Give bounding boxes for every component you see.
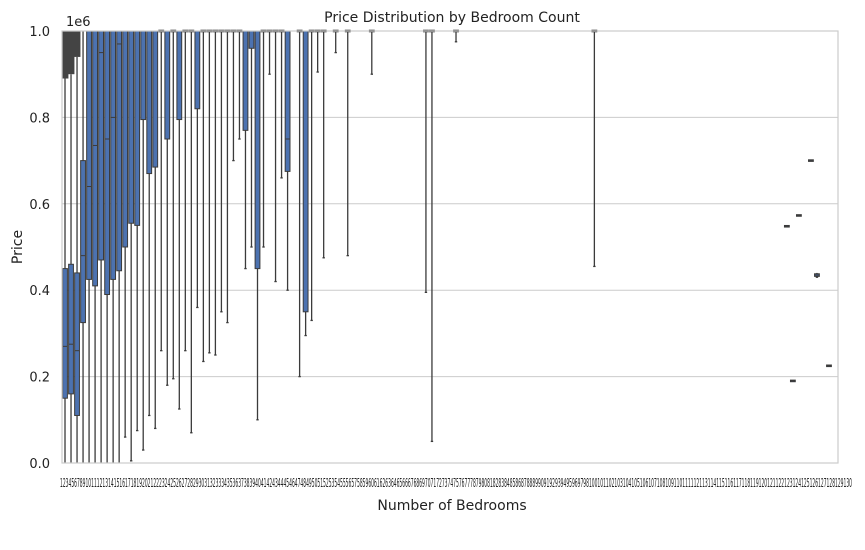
box-19: [170, 29, 177, 380]
box-1: [61, 31, 69, 463]
box-31: [242, 30, 249, 270]
x-tick-labels: 1234567891011121314151617181920212223242…: [60, 475, 852, 490]
y-tick-label: 0.2: [29, 371, 50, 386]
box-41: [302, 30, 309, 337]
box-122: [783, 224, 790, 228]
box-38: [284, 30, 291, 291]
box-35: [266, 29, 273, 75]
box-17: [158, 29, 165, 352]
iqr-box: [248, 30, 255, 49]
iqr-box: [146, 30, 153, 175]
iqr-box: [86, 30, 92, 280]
box-27: [218, 29, 225, 313]
iqr-box: [242, 30, 249, 131]
iqr-box: [110, 30, 117, 280]
box-126: [808, 159, 814, 162]
iqr-box: [140, 30, 147, 121]
box-9: [110, 30, 117, 463]
iqr-box: [194, 30, 201, 110]
iqr-box: [152, 30, 159, 168]
iqr-box: [104, 30, 111, 296]
box-23: [194, 30, 201, 309]
box-36: [272, 29, 279, 283]
box-4: [80, 31, 86, 463]
box-7: [98, 30, 105, 463]
iqr-box: [74, 272, 80, 416]
iqr-box: [92, 30, 98, 287]
y-tick-label: 1.0: [29, 25, 50, 40]
box-124: [795, 214, 802, 217]
box-43: [314, 29, 321, 73]
plot-frame: [61, 30, 839, 464]
iqr-box: [98, 30, 105, 261]
iqr-box: [80, 160, 86, 324]
box-34: [260, 29, 267, 248]
chart-title: Price Distribution by Bedroom Count: [324, 10, 580, 26]
box-29: [230, 29, 237, 162]
y-tick-label: 0.6: [29, 198, 50, 213]
iqr-box: [68, 263, 74, 395]
x-axis-label: Number of Bedrooms: [377, 498, 526, 514]
box-129: [826, 364, 832, 368]
box-18: [164, 30, 171, 386]
box-42: [308, 29, 315, 322]
box-2: [67, 31, 75, 463]
box-series: [61, 29, 832, 463]
box-10: [116, 30, 123, 463]
box-37: [278, 29, 285, 179]
iqr-box: [284, 30, 291, 172]
box-21: [182, 29, 189, 352]
iqr-box: [302, 30, 309, 313]
y-tick-labels: 0.0 0.2 0.4 0.6 0.8 1.0: [29, 25, 50, 472]
box-32: [248, 30, 255, 248]
outlier-cluster: [73, 31, 81, 57]
box-52: [368, 29, 375, 75]
box-8: [104, 30, 111, 463]
iqr-box: [62, 268, 68, 399]
y-offset-text: 1e6: [66, 15, 91, 30]
box-28: [224, 29, 231, 324]
iqr-box: [134, 30, 141, 226]
box-14: [140, 30, 147, 451]
y-gridlines: [62, 116, 838, 378]
box-15: [146, 30, 153, 417]
y-tick-label: 0.4: [29, 284, 50, 299]
box-26: [212, 29, 219, 356]
iqr-box: [164, 30, 171, 140]
box-13: [134, 30, 141, 432]
box-22: [188, 29, 195, 434]
box-89: [591, 29, 598, 268]
outlier-cluster: [67, 31, 75, 75]
box-12: [128, 30, 135, 462]
iqr-box: [122, 30, 129, 248]
box-24: [200, 29, 207, 363]
box-16: [152, 30, 159, 430]
box-123: [789, 379, 796, 383]
box-20: [176, 30, 183, 410]
box-6: [92, 30, 98, 463]
box-25: [206, 29, 213, 354]
box-48: [344, 29, 351, 257]
box-46: [332, 29, 339, 54]
box-33: [254, 30, 261, 421]
box-62: [429, 29, 435, 443]
iqr-box: [116, 30, 123, 272]
box-44: [320, 29, 327, 259]
box-30: [236, 29, 243, 140]
box-66: [453, 29, 459, 43]
y-axis-label: Price: [10, 230, 26, 264]
iqr-box: [254, 30, 261, 270]
box-61: [423, 29, 429, 294]
box-127: [814, 272, 820, 278]
y-tick-label: 0.8: [29, 111, 50, 126]
outlier-cluster: [61, 31, 69, 79]
box-5: [86, 30, 92, 463]
iqr-box: [176, 30, 183, 121]
y-tick-label: 0.0: [29, 457, 50, 472]
box-3: [73, 31, 81, 463]
iqr-box: [128, 30, 135, 224]
